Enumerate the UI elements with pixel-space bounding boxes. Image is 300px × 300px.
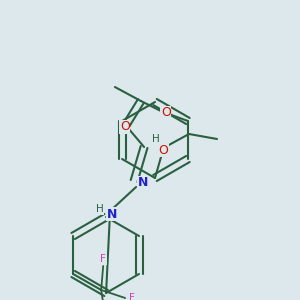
Text: O: O <box>158 143 168 157</box>
Text: N: N <box>107 208 117 220</box>
Text: N: N <box>138 176 148 190</box>
Text: H: H <box>152 134 160 144</box>
Text: O: O <box>161 106 171 119</box>
Text: O: O <box>120 121 130 134</box>
Text: H: H <box>96 204 104 214</box>
Text: F: F <box>100 254 106 264</box>
Text: F: F <box>129 293 135 300</box>
